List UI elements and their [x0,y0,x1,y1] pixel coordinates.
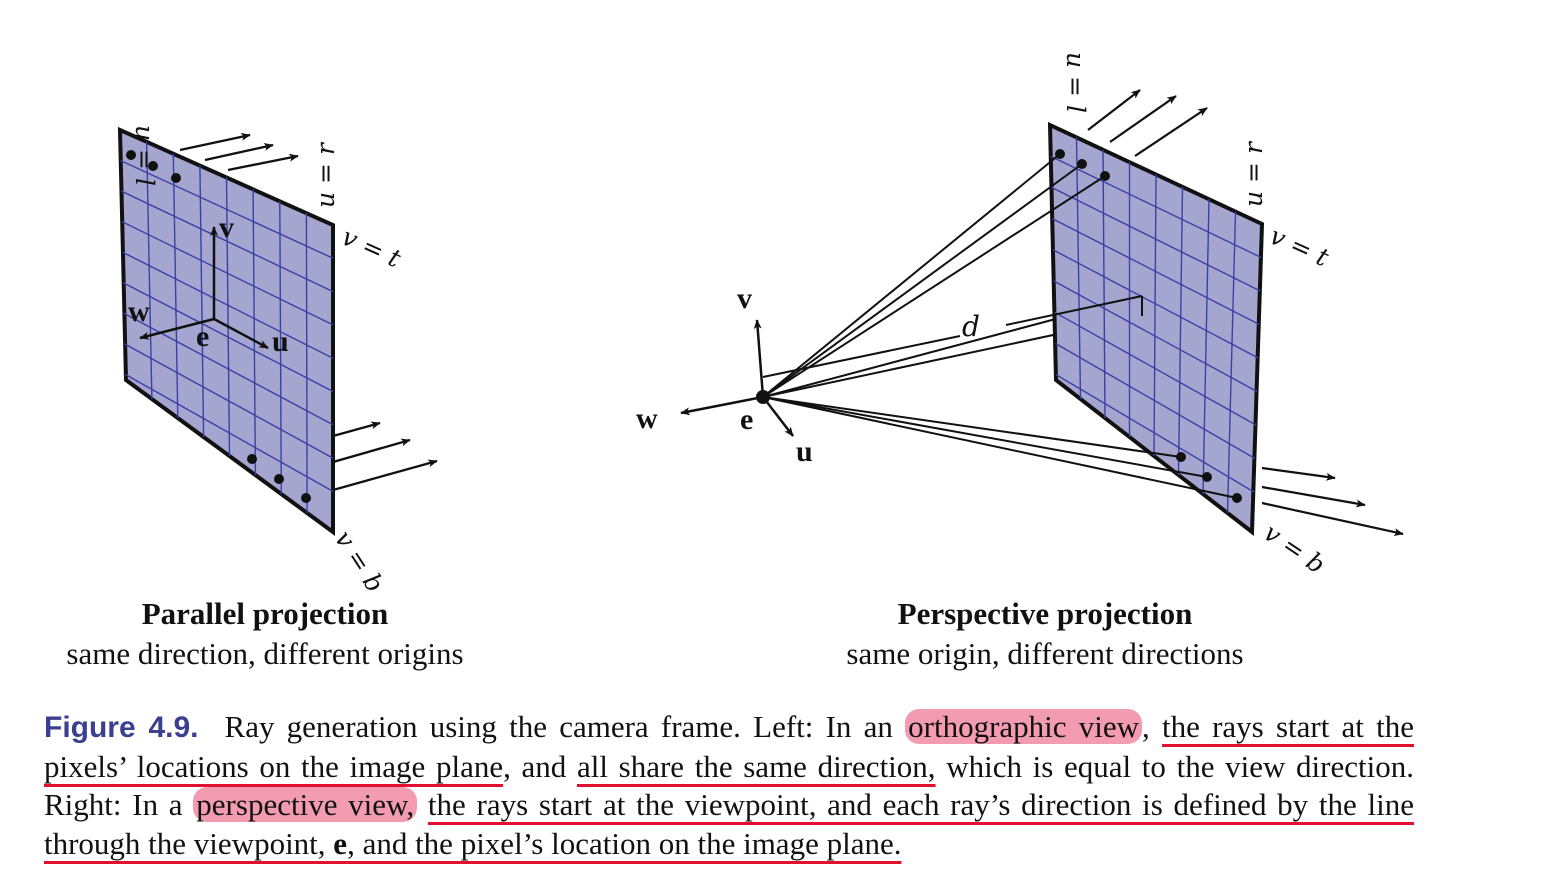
parallel-projection-subtitle: same direction, different origins [66,636,464,671]
pixel-dots [1055,149,1242,503]
perspective-projection-diagram: u = l u = r v = t v = b d v w e u [636,52,1404,579]
w-axis-label: w [128,295,150,328]
perspective-rays [762,153,1238,499]
underline-rays-start-at-pixels: the rays start at the pixels’ locations … [44,709,1415,784]
u-axis-label: u [796,435,813,468]
u-equals-l-label: u = l [130,125,159,186]
highlight-perspective-view: perspective view, [193,787,418,822]
figure-caption: Figure 4.9. Ray generation using the came… [44,708,1414,863]
caption-text [417,787,428,822]
distance-d-label: d [962,310,980,343]
pixel-grid [1050,137,1262,514]
w-axis-label: w [636,402,658,435]
u-axis-label: u [272,325,289,358]
pixel-dots [126,150,311,503]
v-equals-b-label: v = b [1259,518,1331,579]
v-equals-b-label: v = b [329,525,390,597]
e-origin-label: e [740,403,753,436]
e-origin-label: e [196,320,209,353]
underline-same-direction: all share the same direction, [576,748,936,784]
perspective-projection-title: Perspective projection [897,596,1193,631]
u-equals-r-label: u = r [311,141,340,208]
highlight-orthographic-view: orthographic view [905,709,1143,744]
parallel-projection-caption: Parallel projection same direction, diff… [0,594,575,674]
figure-number: Figure 4.9. [44,711,199,744]
caption-text: , [1142,709,1162,744]
v-axis-label: v [737,282,752,315]
perspective-projection-caption: Perspective projection same origin, diff… [735,594,1355,674]
u-equals-r-label: u = r [1239,140,1268,207]
parallel-rays [179,132,438,492]
v-equals-t-label: v = t [1266,221,1334,273]
v-equals-t-label: v = t [338,222,406,274]
underline-rays-start-at-viewpoint: the rays start at the viewpoint, and eac… [44,787,1414,861]
underline-pixel-location: , and the pixel’s location on the image … [347,825,902,861]
outgoing-rays [1087,89,1404,537]
underline-viewpoint-e: e [333,825,348,861]
parallel-projection-title: Parallel projection [141,596,389,631]
parallel-projection-diagram: u = l u = r v = t v = b v w e u [117,125,438,597]
camera-frame-axes [680,319,794,437]
caption-text: , and [503,748,577,784]
viewpoint-dot [756,390,770,404]
perspective-projection-subtitle: same origin, different directions [846,636,1244,671]
v-axis-label: v [219,211,234,244]
pixel-grid [120,141,334,514]
camera-frame-axes [139,226,269,350]
caption-text: Ray generation using the camera frame. L… [224,709,906,744]
u-equals-l-label: u = l [1061,52,1090,113]
caption-text: which is equal to the view direction. Ri… [44,748,1414,823]
